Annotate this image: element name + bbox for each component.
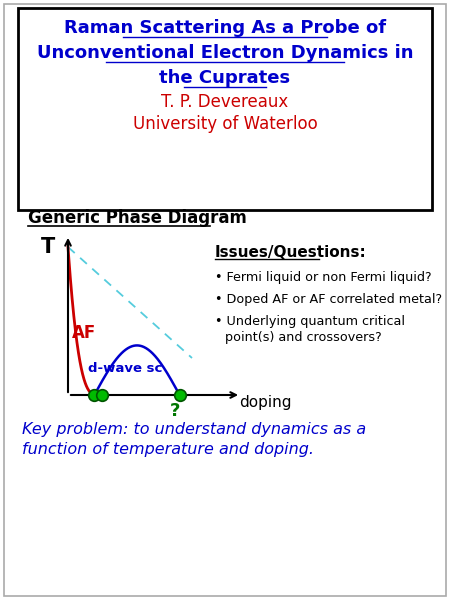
Text: Unconventional Electron Dynamics in: Unconventional Electron Dynamics in (37, 44, 413, 62)
Text: the Cuprates: the Cuprates (159, 69, 291, 87)
Text: T: T (41, 237, 55, 257)
Text: Raman Scattering As a Probe of: Raman Scattering As a Probe of (64, 19, 386, 37)
Text: • Doped AF or AF correlated metal?: • Doped AF or AF correlated metal? (215, 293, 442, 306)
Point (176, 390, 183, 400)
Text: • Underlying quantum critical: • Underlying quantum critical (215, 315, 405, 328)
Text: AF: AF (72, 324, 96, 342)
Text: d-wave sc: d-wave sc (88, 362, 162, 375)
Text: point(s) and crossovers?: point(s) and crossovers? (225, 331, 382, 344)
Text: • Fermi liquid or non Fermi liquid?: • Fermi liquid or non Fermi liquid? (215, 271, 432, 284)
Point (91, 390, 98, 400)
Text: T. P. Devereaux: T. P. Devereaux (162, 93, 288, 111)
Bar (18, 8, 432, 210)
Text: University of Waterloo: University of Waterloo (133, 115, 317, 133)
Text: function of temperature and doping.: function of temperature and doping. (22, 442, 314, 457)
Text: ?: ? (169, 402, 180, 420)
Point (99, 390, 106, 400)
Text: Key problem: to understand dynamics as a: Key problem: to understand dynamics as a (22, 422, 366, 437)
Text: Generic Phase Diagram: Generic Phase Diagram (28, 209, 247, 227)
Text: Issues/Questions:: Issues/Questions: (215, 245, 367, 260)
Text: doping: doping (239, 395, 291, 410)
